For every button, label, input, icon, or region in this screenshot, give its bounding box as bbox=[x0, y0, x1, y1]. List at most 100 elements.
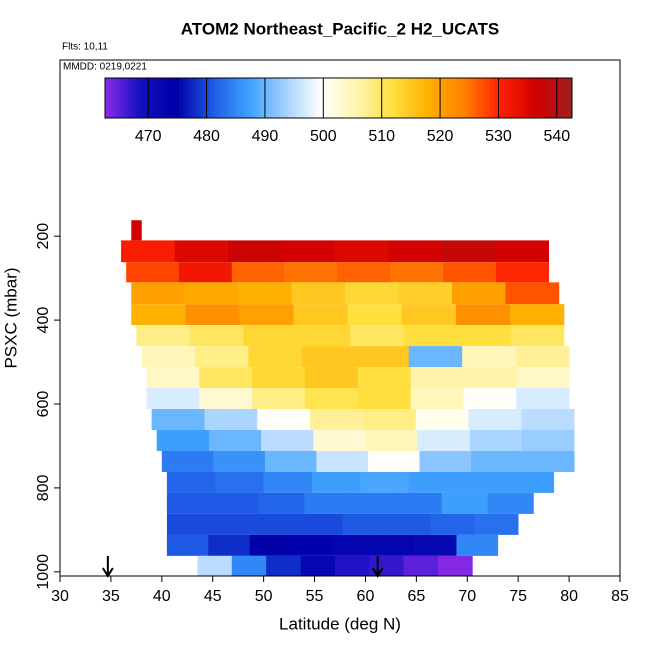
colorbar-swatch bbox=[241, 78, 246, 118]
cell bbox=[350, 492, 397, 514]
cell bbox=[457, 471, 506, 493]
y-tick-label: 200 bbox=[35, 223, 52, 250]
cell bbox=[342, 513, 387, 535]
cell bbox=[166, 471, 216, 493]
cell bbox=[316, 450, 369, 472]
colorbar-swatch bbox=[334, 78, 339, 118]
cell bbox=[298, 513, 343, 535]
colorbar-swatch bbox=[420, 78, 425, 118]
colorbar-swatch bbox=[136, 78, 141, 118]
cell bbox=[509, 304, 565, 326]
cell bbox=[179, 262, 233, 283]
colorbar-swatch bbox=[268, 78, 273, 118]
colorbar-swatch bbox=[431, 78, 437, 118]
cell bbox=[522, 450, 575, 472]
colorbar-swatch bbox=[373, 78, 378, 118]
colorbar-swatch bbox=[443, 78, 448, 118]
cell bbox=[252, 388, 306, 410]
colorbar-swatch bbox=[525, 78, 530, 118]
colorbar-swatch bbox=[307, 78, 312, 118]
cell bbox=[334, 555, 370, 576]
cell bbox=[443, 262, 497, 283]
x-tick-label: 75 bbox=[509, 588, 527, 605]
colorbar-swatch bbox=[291, 78, 297, 118]
colorbar-swatch bbox=[568, 78, 573, 118]
cell bbox=[197, 555, 233, 576]
cell bbox=[166, 492, 214, 514]
cell bbox=[441, 240, 496, 263]
cell bbox=[334, 240, 389, 263]
cell bbox=[438, 555, 473, 576]
x-tick-label: 55 bbox=[306, 588, 324, 605]
colorbar-swatch bbox=[264, 78, 269, 118]
colorbar-swatch bbox=[256, 78, 262, 118]
colorbar-swatch bbox=[544, 78, 550, 118]
colorbar-swatch bbox=[540, 78, 546, 118]
colorbar-swatch bbox=[202, 78, 207, 118]
cell bbox=[408, 346, 463, 368]
colorbar-swatch bbox=[287, 78, 293, 118]
flight-arrow bbox=[371, 556, 384, 578]
colorbar-swatch bbox=[120, 78, 125, 118]
colorbar-swatch bbox=[108, 78, 114, 118]
colorbar-swatch bbox=[167, 78, 172, 118]
colorbar-swatch bbox=[361, 78, 367, 118]
x-tick-label: 50 bbox=[255, 588, 273, 605]
colorbar-swatch bbox=[284, 78, 289, 118]
colorbar-swatch bbox=[447, 78, 452, 118]
cell bbox=[254, 513, 299, 535]
colorbar-swatch bbox=[459, 78, 464, 118]
cell bbox=[516, 367, 570, 389]
cell bbox=[199, 388, 253, 410]
colorbar-swatch bbox=[198, 78, 203, 118]
cell bbox=[131, 282, 186, 305]
colorbar-swatch bbox=[155, 78, 160, 118]
cell bbox=[396, 492, 443, 514]
cell bbox=[291, 282, 346, 305]
cell bbox=[332, 534, 375, 556]
cell bbox=[189, 325, 244, 347]
cell bbox=[401, 304, 457, 326]
colorbar-swatch bbox=[221, 78, 227, 118]
cell bbox=[505, 471, 555, 493]
cell bbox=[410, 388, 464, 410]
colorbar-swatch bbox=[311, 78, 316, 118]
colorbar-swatch bbox=[186, 78, 192, 118]
x-axis-label: Latitude (deg N) bbox=[279, 614, 401, 633]
colorbar-swatch bbox=[533, 78, 538, 118]
colorbar-swatch bbox=[175, 78, 180, 118]
colorbar-swatch bbox=[494, 78, 499, 118]
colorbar-swatch bbox=[132, 78, 137, 118]
cell bbox=[301, 346, 356, 368]
colorbar-swatch bbox=[248, 78, 254, 118]
colorbar-swatch bbox=[357, 78, 363, 118]
colorbar-swatch bbox=[330, 78, 336, 118]
cell bbox=[266, 555, 301, 576]
colorbar-tick-label: 470 bbox=[135, 128, 162, 145]
colorbar-swatch bbox=[505, 78, 511, 118]
colorbar-swatch bbox=[513, 78, 518, 118]
cell bbox=[151, 409, 205, 431]
x-tick-label: 70 bbox=[458, 588, 476, 605]
cell bbox=[208, 534, 250, 556]
cell bbox=[208, 430, 262, 451]
cell bbox=[357, 388, 411, 410]
cell bbox=[455, 304, 511, 326]
cell bbox=[238, 282, 292, 305]
cell bbox=[474, 513, 519, 535]
colorbar-swatch bbox=[517, 78, 522, 118]
colorbar-swatch bbox=[439, 78, 444, 118]
cell bbox=[360, 471, 410, 493]
colorbar-tick-label: 510 bbox=[368, 128, 395, 145]
colorbar-swatch bbox=[245, 78, 250, 118]
cell bbox=[304, 492, 351, 514]
cell bbox=[469, 430, 523, 451]
colorbar-swatch bbox=[470, 78, 476, 118]
cell bbox=[305, 367, 359, 389]
colorbar-swatch bbox=[556, 78, 561, 118]
cell bbox=[347, 304, 403, 326]
cell bbox=[199, 367, 253, 389]
colorbar-swatch bbox=[400, 78, 406, 118]
colorbar-swatch bbox=[412, 78, 417, 118]
